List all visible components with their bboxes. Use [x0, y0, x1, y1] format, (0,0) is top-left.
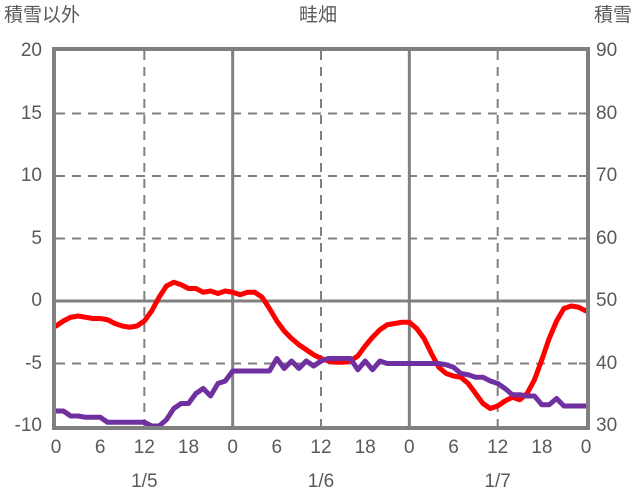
plot-inner	[56, 51, 586, 426]
x-axis-hour-label: 6	[94, 437, 106, 458]
left-axis-caption: 積雪以外	[4, 5, 81, 26]
x-axis-date-label: 1/7	[484, 471, 511, 492]
plot-area	[52, 47, 590, 430]
x-axis-hour-label: 18	[531, 437, 553, 458]
data-series-layer	[56, 279, 586, 426]
left-axis-tick-label: 5	[31, 227, 42, 249]
right-axis-tick-label: 60	[596, 227, 618, 249]
right-axis-tick-label: 90	[596, 40, 618, 61]
right-axis-tick-label: 80	[596, 102, 618, 124]
x-axis-date-label: 1/6	[307, 471, 335, 492]
right-axis-tick-label: 40	[596, 352, 618, 374]
x-axis-hour-label: 12	[133, 437, 155, 458]
x-axis-hour-label: 18	[354, 437, 376, 458]
x-axis-hour-label: 0	[227, 437, 238, 458]
left-axis-tick-label: -5	[25, 352, 42, 374]
left-axis-tick-label: 10	[20, 165, 42, 186]
series-line-snow	[56, 356, 586, 426]
left-axis-tick-label: 0	[31, 290, 42, 311]
x-axis-hour-label: 0	[404, 437, 415, 458]
x-axis-hour-label: 0	[50, 437, 62, 458]
left-axis-tick-label: 15	[20, 102, 42, 124]
chart-title: 畦畑	[298, 5, 337, 26]
x-axis-hour-label: 12	[310, 437, 332, 458]
x-axis-hour-label: 12	[487, 437, 509, 458]
left-axis-tick-label: 20	[20, 40, 42, 61]
x-axis-hour-label: 18	[177, 437, 200, 458]
right-axis-tick-label: 70	[596, 165, 618, 186]
x-axis-hour-label: 6	[448, 437, 459, 458]
right-axis-caption: 積雪	[593, 5, 632, 26]
right-axis-tick-label: 50	[596, 290, 618, 311]
x-axis-hour-label: 0	[580, 437, 592, 458]
x-axis-date-label: 1/5	[131, 471, 158, 492]
left-axis-tick-label: -10	[14, 415, 42, 436]
x-axis-hour-label: 6	[271, 437, 283, 458]
right-axis-tick-label: 30	[596, 415, 618, 436]
